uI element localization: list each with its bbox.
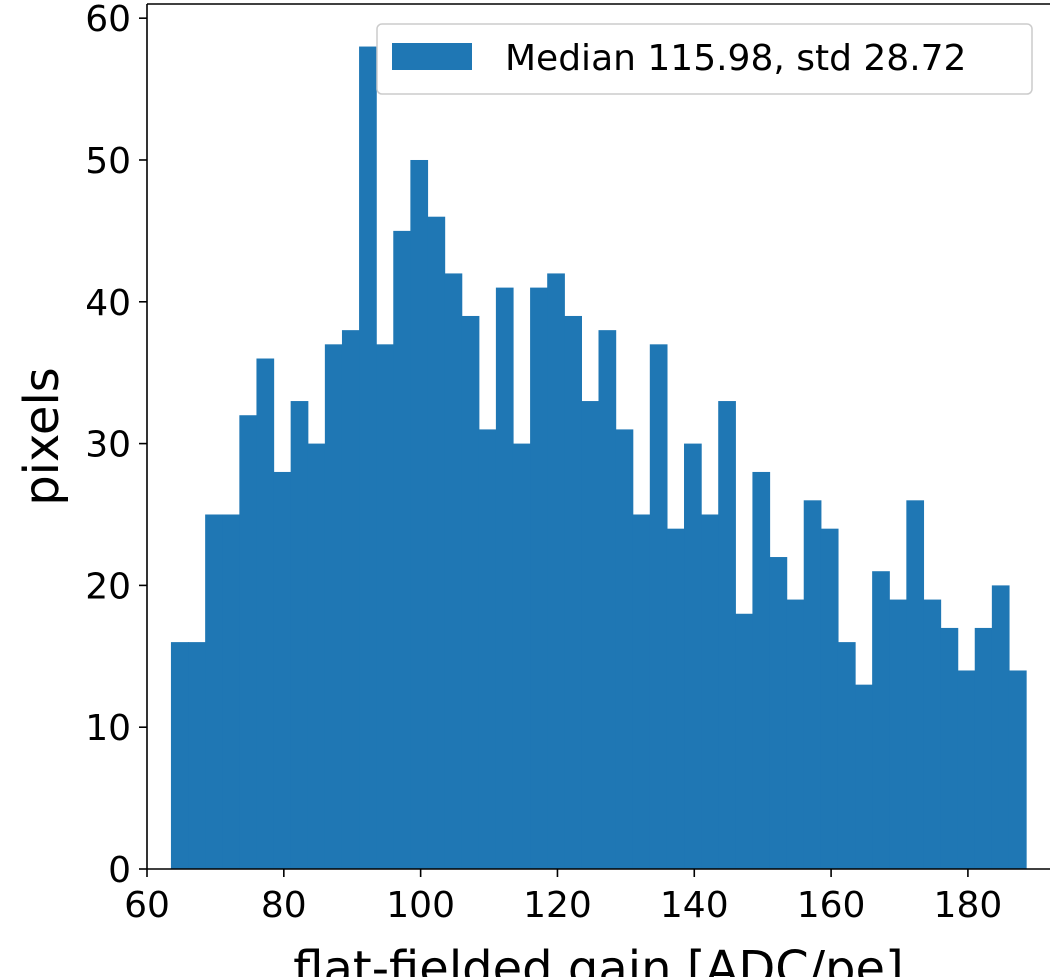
x-tick-label: 100 [386,885,455,926]
histogram-bars [170,46,1027,869]
y-axis-ticks: 0 10 20 30 40 50 60 [85,0,147,891]
x-axis-ticks: 60 80 100 120 140 160 180 [124,869,1002,926]
y-tick-label: 40 [85,283,131,324]
x-tick-label: 60 [124,885,170,926]
histogram-bar [718,401,736,869]
histogram-bar [820,528,839,869]
histogram-bar [461,315,480,869]
histogram-bar [940,627,959,869]
histogram-bar [957,670,976,869]
histogram-bar [393,230,411,869]
x-tick-label: 140 [660,885,729,926]
x-tick-label: 80 [261,885,307,926]
histogram-bar [803,500,822,869]
histogram-bar [256,358,275,869]
histogram-bar [290,401,309,869]
histogram-bar [359,46,377,869]
histogram-bar [205,514,223,869]
y-tick-label: 30 [85,425,131,466]
histogram-bar [324,344,343,869]
histogram-bar [427,216,446,869]
y-tick-label: 60 [85,0,131,40]
histogram-bar [752,471,771,869]
histogram-bar [855,684,873,869]
histogram-bar [495,287,514,869]
x-tick-label: 160 [797,885,866,926]
histogram-bar [376,344,394,869]
histogram-bar [512,443,531,869]
legend-swatch [392,43,472,70]
histogram-bar [735,613,754,869]
histogram-bar [684,443,702,869]
histogram-bar [222,514,240,869]
x-axis-label: flat-fielded gain [ADC/pe] [293,941,903,977]
histogram-bar [564,315,582,869]
histogram-bar [615,429,634,869]
histogram-bar [547,273,565,869]
legend-box [376,23,1033,95]
histogram-bar [923,599,942,869]
histogram-bar [1008,670,1027,869]
y-tick-label: 20 [85,566,131,607]
histogram-bar [872,571,890,869]
histogram-bar [837,642,856,869]
histogram-bar [307,443,326,869]
histogram-bar [239,415,258,869]
histogram-bar [273,471,292,869]
histogram-bar [478,429,497,869]
histogram-bar [598,330,617,869]
histogram-bar [188,642,206,869]
histogram-bar [889,599,907,869]
histogram-bar [410,159,429,869]
histogram-bar [581,401,600,869]
histogram-bar [170,642,189,869]
histogram-bar [341,330,360,869]
histogram-bar [769,557,788,869]
legend-label: Median 115.98, std 28.72 [505,38,966,79]
axes [146,3,1050,870]
y-tick-label: 50 [85,141,131,182]
histogram-bar [906,500,925,869]
y-tick-label: 0 [108,850,131,891]
histogram-bar [974,627,993,869]
histogram-bar [444,273,463,869]
y-tick-label: 10 [85,708,131,749]
histogram-bar [666,528,685,869]
histogram-bar [786,599,805,869]
legend: Median 115.98, std 28.72 [376,23,1033,95]
x-tick-label: 120 [523,885,592,926]
y-axis-label: pixels [14,367,70,506]
histogram-bar [991,585,1010,869]
histogram-bar [649,344,668,869]
histogram-bar [701,514,719,869]
x-tick-label: 180 [934,885,1003,926]
histogram-bar [632,514,651,869]
histogram-bar [530,287,548,869]
